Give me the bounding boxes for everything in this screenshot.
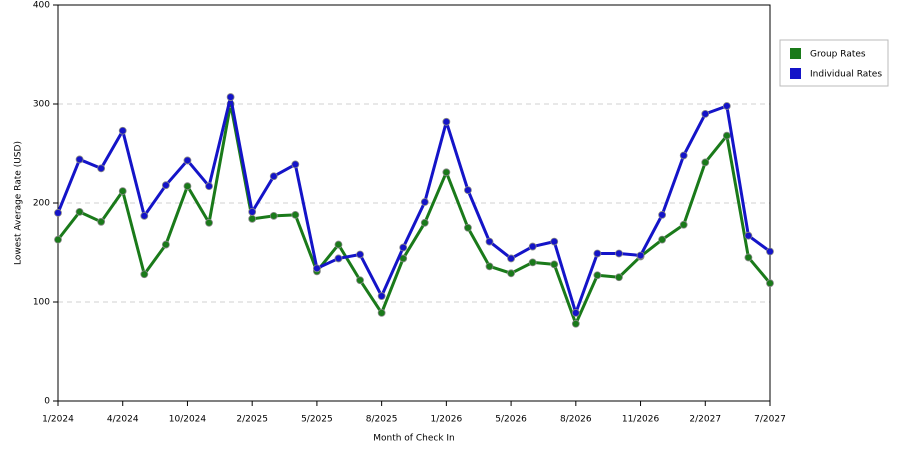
legend-label: Individual Rates [810,70,882,80]
data-point [54,235,62,244]
data-point [593,249,602,258]
y-tick-label: 200 [33,199,50,209]
data-point [636,251,645,260]
data-point [54,208,62,217]
series-line [56,95,771,315]
x-tick-label: 8/2025 [366,415,398,425]
x-tick-label: 2/2025 [236,415,268,425]
data-point [420,218,429,227]
data-point [679,151,688,160]
data-point [291,160,300,169]
data-point [313,264,321,273]
data-point [248,208,257,216]
data-point [766,279,774,288]
data-point [75,155,84,164]
data-point [701,158,710,167]
data-point [615,273,623,282]
data-point [334,254,343,263]
data-point [464,223,472,232]
legend-swatch [790,48,801,59]
x-tick-label: 8/2026 [560,415,592,425]
data-point [571,308,580,317]
x-tick-label: 2/2027 [689,415,721,425]
data-point [550,260,559,269]
data-point [377,308,386,317]
x-tick-label: 11/2026 [622,415,660,425]
data-point [269,211,278,220]
data-point [658,235,667,244]
data-point [399,243,408,252]
data-point [766,247,774,256]
data-point [97,217,106,226]
data-point [356,276,364,285]
data-point [550,237,559,246]
data-point [248,214,257,223]
legend-label: Group Rates [810,50,866,60]
data-point [679,220,688,229]
y-tick-label: 0 [44,397,50,407]
y-axis-label: Lowest Average Rate (USD) [14,141,24,265]
legend-swatch [790,68,801,79]
data-point [183,182,192,191]
data-point [356,250,364,259]
data-point [464,186,472,195]
data-point [161,240,170,249]
data-point [269,172,278,181]
data-point [226,93,235,101]
x-tick-label: 1/2024 [42,415,74,425]
x-axis-label: Month of Check In [373,434,455,444]
data-point [744,231,753,240]
data-point [507,254,515,263]
data-point [75,208,84,216]
data-point [744,253,753,262]
data-point [291,210,300,219]
data-point [442,168,451,177]
data-point [528,258,537,267]
data-point [658,210,667,219]
data-point [118,187,127,196]
legend-box [779,39,889,87]
data-point [183,156,192,165]
data-point [485,262,494,271]
x-tick-label: 10/2024 [169,415,207,425]
data-point [205,218,213,227]
y-tick-label: 400 [33,1,50,11]
data-point [118,126,127,135]
x-tick-label: 4/2024 [107,415,139,425]
data-point [161,181,170,190]
x-tick-label: 5/2026 [495,415,527,425]
data-point [485,237,494,246]
y-tick-label: 300 [33,100,50,110]
x-tick-label: 1/2026 [431,415,463,425]
data-point [528,242,537,251]
series-line [56,102,772,326]
data-point [140,270,149,279]
data-point [140,211,149,220]
x-tick-label: 7/2027 [754,415,786,425]
data-point [615,249,623,258]
data-point [442,117,451,126]
data-point [701,110,710,118]
plot-frame [57,4,771,402]
data-point [420,198,429,206]
x-tick-label: 5/2025 [301,415,333,425]
data-point [377,292,386,300]
y-tick-label: 100 [33,298,50,308]
data-point [97,164,106,173]
data-point [722,102,731,110]
data-point [205,182,213,191]
data-point [722,131,731,140]
data-point [593,271,602,280]
data-point [507,269,515,278]
data-point [334,240,343,249]
data-point [571,319,580,328]
